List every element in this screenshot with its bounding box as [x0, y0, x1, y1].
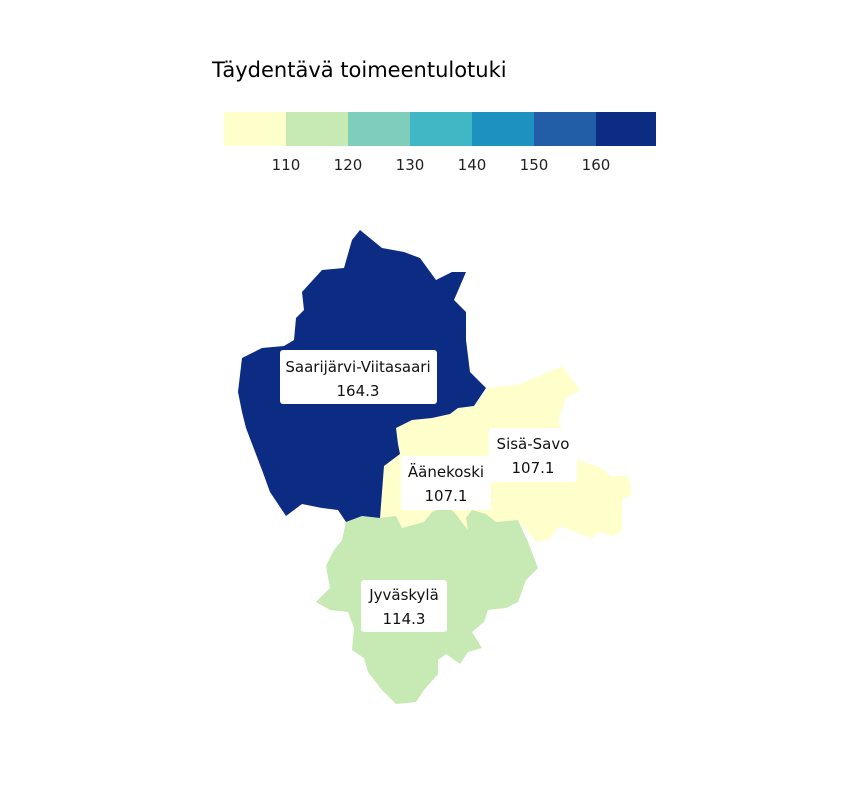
legend-tick: 160 [582, 156, 611, 174]
label-box [361, 580, 447, 632]
region-name: Jyväskylä [368, 586, 439, 604]
legend-swatch-3 [410, 112, 472, 146]
region-name: Äänekoski [408, 462, 484, 481]
region-value: 107.1 [425, 487, 468, 505]
label-aanekoski: Äänekoski 107.1 [401, 456, 491, 510]
legend-swatch-2 [348, 112, 410, 146]
legend-tick: 140 [458, 156, 487, 174]
region-name: Saarijärvi-Viitasaari [285, 358, 430, 376]
legend-tick: 150 [520, 156, 549, 174]
map-title: Täydentävä toimeentulotuki [211, 58, 507, 82]
legend-swatch-4 [472, 112, 534, 146]
region-value: 164.3 [337, 382, 380, 400]
region-labels: Saarijärvi-Viitasaari 164.3 Sisä-Savo 10… [280, 350, 577, 632]
legend-swatch-6 [596, 112, 656, 146]
label-sisa-savo: Sisä-Savo 107.1 [489, 428, 577, 482]
legend-tick: 130 [396, 156, 425, 174]
region-name: Sisä-Savo [497, 435, 570, 453]
color-legend: 110 120 130 140 150 160 [224, 112, 656, 174]
label-box [489, 428, 577, 482]
legend-tick: 120 [334, 156, 363, 174]
legend-swatch-0 [224, 112, 286, 146]
label-saarijarvi-viitasaari: Saarijärvi-Viitasaari 164.3 [280, 350, 437, 404]
legend-tick: 110 [272, 156, 301, 174]
label-jyvaskyla: Jyväskylä 114.3 [361, 580, 447, 632]
legend-swatch-1 [286, 112, 348, 146]
label-box [401, 456, 491, 510]
region-value: 114.3 [383, 610, 426, 628]
label-box [280, 350, 437, 404]
legend-swatch-5 [534, 112, 596, 146]
region-value: 107.1 [512, 459, 555, 477]
